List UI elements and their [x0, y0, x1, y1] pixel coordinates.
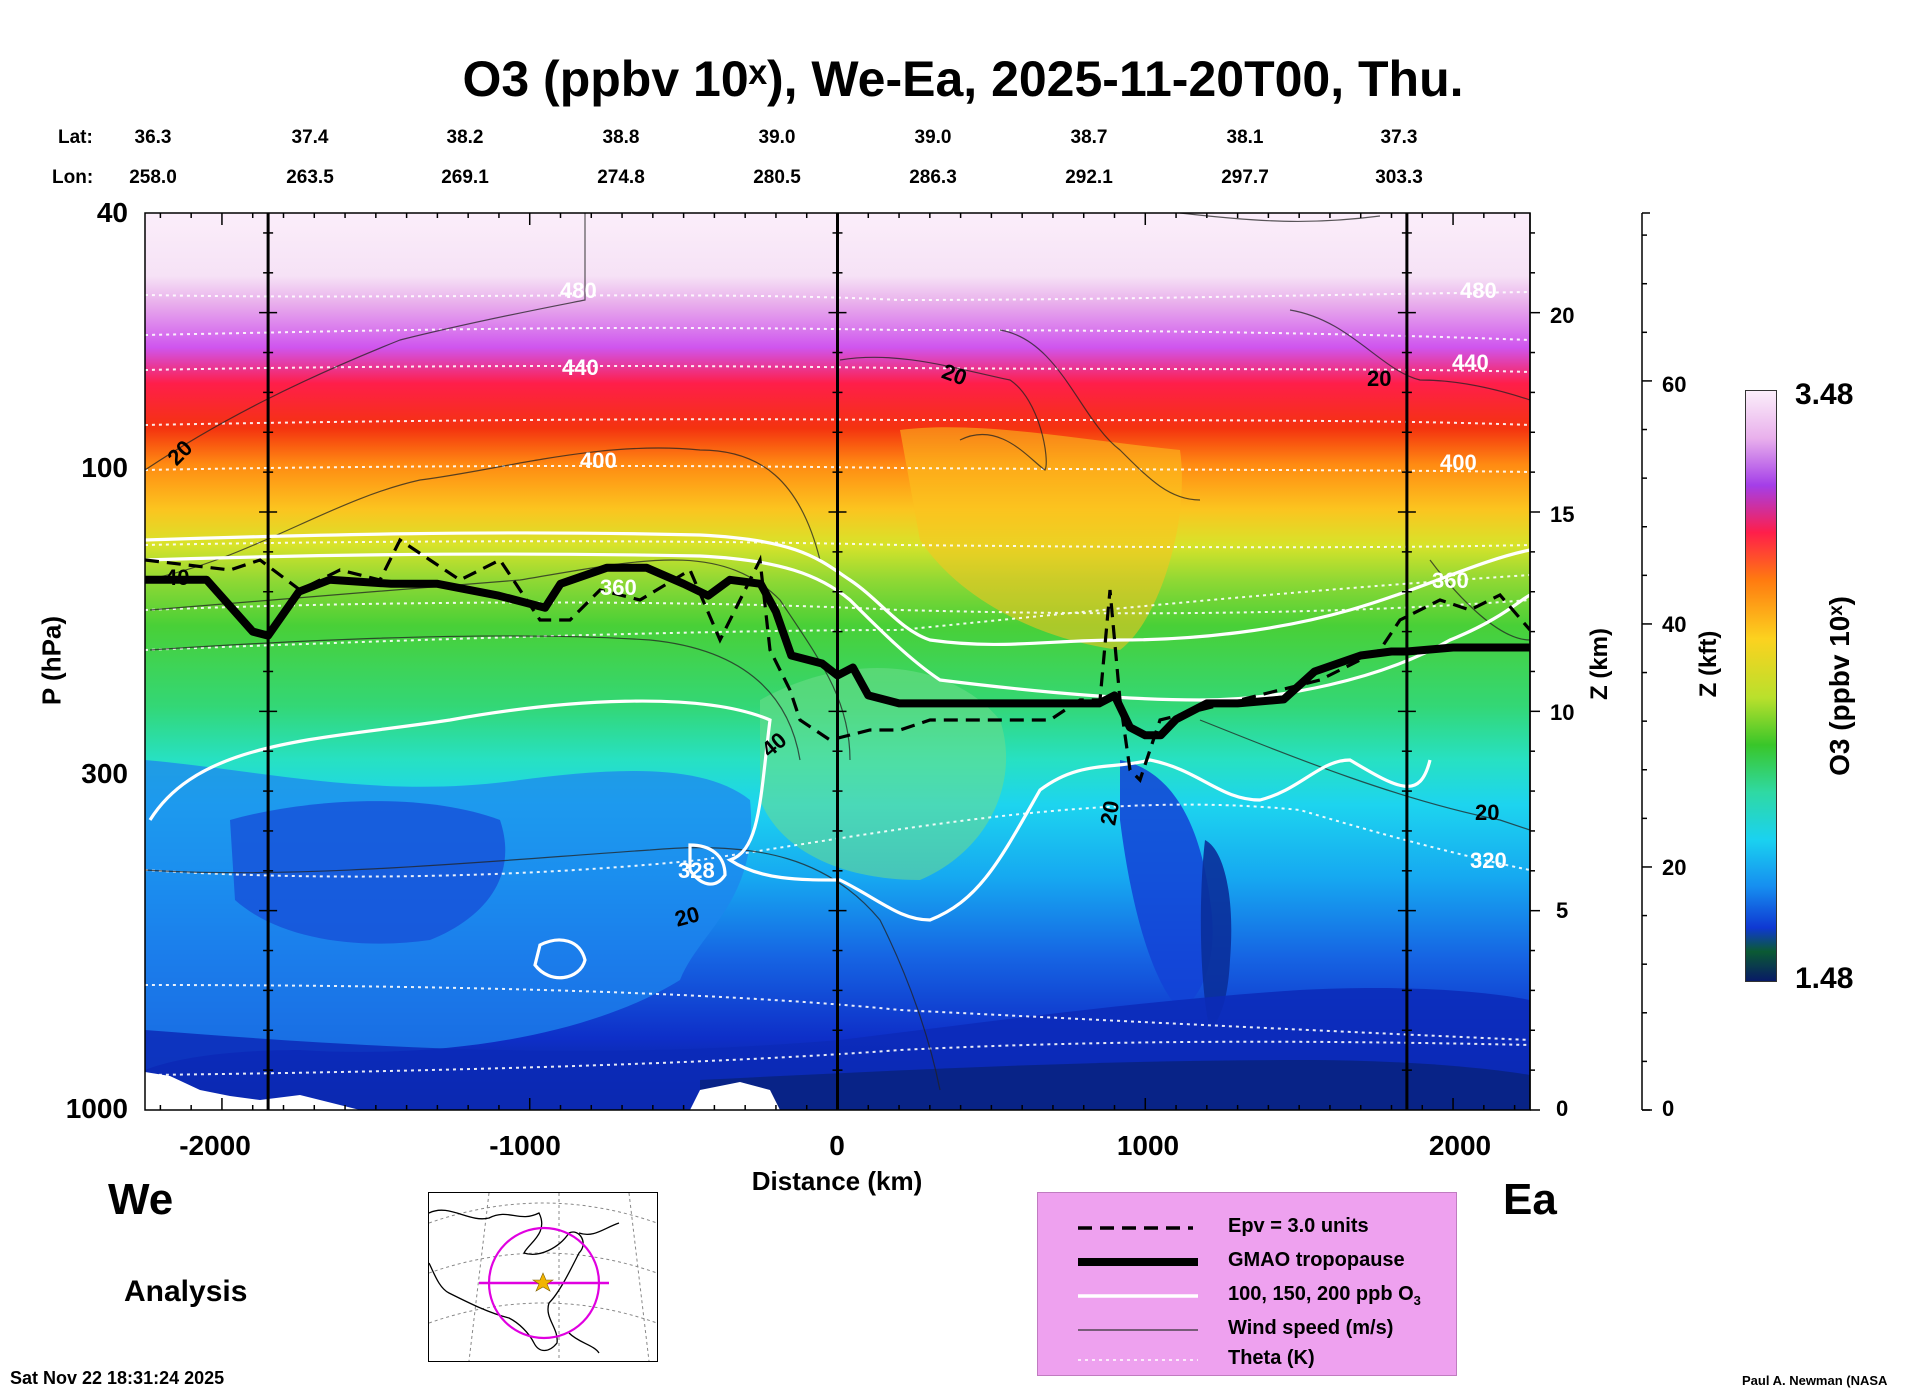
theta-label-440-west: 440	[562, 355, 599, 380]
epv-line	[145, 537, 1530, 783]
lon-header-label: Lon:	[52, 167, 94, 188]
legend-wind: Wind speed (m/s)	[1078, 1317, 1394, 1339]
lat-value: 39.0	[758, 127, 796, 148]
legend: Epv = 3.0 units GMAO tropopause 100, 150…	[1037, 1192, 1457, 1376]
wind-label-40-west: 40	[165, 565, 190, 590]
legend-tropopause: GMAO tropopause	[1078, 1249, 1405, 1271]
west-label: We	[108, 1175, 174, 1224]
legend-epv: Epv = 3.0 units	[1078, 1215, 1369, 1237]
lon-value: 303.3	[1375, 167, 1423, 188]
y-tick-100: 100	[81, 452, 128, 483]
credit: Paul A. Newman (NASA	[1742, 1373, 1888, 1388]
y-tick-300: 300	[81, 758, 128, 789]
timestamp: Sat Nov 22 18:31:24 2025	[10, 1368, 225, 1388]
y-tick-1000: 1000	[65, 1093, 128, 1124]
x-tick-2000: 2000	[1428, 1130, 1492, 1161]
map-center-star-icon	[532, 1272, 554, 1292]
theta-label-480-east: 480	[1460, 278, 1497, 303]
analysis-label: Analysis	[124, 1275, 248, 1308]
east-label: Ea	[1503, 1175, 1557, 1224]
x-tick-neg1000: -1000	[489, 1130, 561, 1161]
lon-value: 280.5	[753, 167, 801, 188]
lat-value: 38.7	[1070, 127, 1108, 148]
theta-contours	[145, 291, 1530, 1076]
theta-label-360-east: 360	[1432, 568, 1469, 593]
lon-value: 292.1	[1065, 167, 1113, 188]
wind-label-20-east: 20	[1367, 366, 1392, 391]
profile-station-lines	[259, 213, 1416, 1110]
theta-label-400-west: 400	[580, 448, 617, 473]
lat-header-label: Lat:	[58, 127, 93, 148]
lon-value: 297.7	[1221, 167, 1269, 188]
x-tick-neg2000: -2000	[179, 1130, 251, 1161]
theta-label-440-east: 440	[1452, 350, 1489, 375]
x-tick-1000: 1000	[1116, 1130, 1180, 1161]
zkm-tick-0: 0	[1556, 1096, 1569, 1121]
theta-label-400-east: 400	[1440, 450, 1477, 475]
lon-value: 286.3	[909, 167, 957, 188]
o3-contours	[145, 531, 1530, 980]
locator-map	[428, 1192, 658, 1362]
colorbar-max: 3.48	[1795, 378, 1854, 411]
axis-ticks	[159, 213, 1652, 1111]
lat-value: 38.2	[446, 127, 484, 148]
lat-value: 38.8	[602, 127, 640, 148]
theta-label-480-west: 480	[560, 278, 597, 303]
legend-o3-contours: 100, 150, 200 ppb O3	[1078, 1283, 1421, 1308]
zkft-tick-20: 20	[1662, 855, 1687, 880]
y-tick-40: 40	[96, 197, 128, 228]
lat-value: 37.3	[1380, 127, 1418, 148]
lat-value: 37.4	[291, 127, 329, 148]
zkft-tick-40: 40	[1662, 612, 1687, 637]
lat-value: 39.0	[914, 127, 952, 148]
lon-value: 263.5	[286, 167, 334, 188]
lon-value: 258.0	[129, 167, 177, 188]
x-axis-title: Distance (km)	[751, 1166, 923, 1196]
y-axis-title: P (hPa)	[36, 615, 67, 706]
lat-value: 38.1	[1226, 127, 1264, 148]
lat-value: 36.3	[134, 127, 172, 148]
theta-label-360-west: 360	[600, 575, 637, 600]
zkm-tick-20: 20	[1550, 303, 1575, 328]
zkm-tick-15: 15	[1550, 502, 1575, 527]
colorbar	[1745, 390, 1777, 982]
colorbar-min: 1.48	[1795, 962, 1854, 995]
wind-label-20-east-lower: 20	[1475, 800, 1500, 825]
zkm-tick-5: 5	[1556, 898, 1569, 923]
lon-value: 269.1	[441, 167, 489, 188]
colorbar-title: O3 (ppbv 10ˣ)	[1824, 596, 1855, 776]
lon-value: 274.8	[597, 167, 645, 188]
zkft-tick-0: 0	[1662, 1096, 1675, 1121]
theta-label-320-east: 320	[1470, 848, 1507, 873]
zkm-axis-title: Z (km)	[1586, 628, 1613, 700]
theta-label-328: 328	[678, 858, 715, 883]
zkft-tick-60: 60	[1662, 372, 1687, 397]
zkm-tick-10: 10	[1550, 700, 1575, 725]
wind-label-20-spike: 20	[1095, 798, 1125, 828]
map-graphic	[429, 1193, 657, 1361]
zkft-axis-title: Z (kft)	[1695, 630, 1722, 698]
chart-title: O3 (ppbv 10ˣ), We-Ea, 2025-11-20T00, Thu…	[462, 51, 1464, 107]
legend-theta: Theta (K)	[1078, 1347, 1315, 1369]
x-tick-0: 0	[829, 1130, 845, 1161]
